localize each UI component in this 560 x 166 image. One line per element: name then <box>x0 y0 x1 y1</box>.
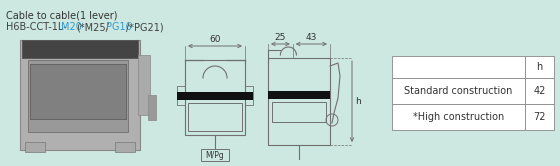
Text: 43: 43 <box>306 33 317 42</box>
Bar <box>201 149 229 161</box>
Text: M20: M20 <box>61 22 82 32</box>
Text: (*M25/: (*M25/ <box>76 22 109 32</box>
Text: PG16: PG16 <box>106 22 132 32</box>
Bar <box>22 40 138 58</box>
Bar <box>25 142 45 152</box>
Bar <box>268 58 330 145</box>
Bar <box>245 86 253 105</box>
Text: Standard construction: Standard construction <box>404 86 512 96</box>
Bar <box>272 102 326 122</box>
Bar <box>525 104 554 130</box>
Bar <box>392 56 525 78</box>
Bar <box>268 91 330 99</box>
Bar <box>28 60 128 132</box>
Bar <box>148 95 156 120</box>
Text: h: h <box>355 97 361 106</box>
Text: 60: 60 <box>209 35 221 44</box>
Text: h: h <box>536 62 543 72</box>
Bar <box>30 64 126 119</box>
Text: 72: 72 <box>533 112 545 122</box>
Bar <box>185 60 245 135</box>
FancyBboxPatch shape <box>20 40 140 150</box>
Text: *High construction: *High construction <box>413 112 504 122</box>
Text: M/Pg: M/Pg <box>206 151 225 160</box>
Bar <box>115 142 135 152</box>
Text: Cable to cable(1 lever): Cable to cable(1 lever) <box>6 10 118 20</box>
Bar <box>525 56 554 78</box>
Text: 42: 42 <box>533 86 545 96</box>
Text: /*PG21): /*PG21) <box>126 22 164 32</box>
Bar <box>525 78 554 104</box>
Bar <box>177 91 253 99</box>
Bar <box>188 102 242 131</box>
Text: H6B-CCT-1L-: H6B-CCT-1L- <box>6 22 67 32</box>
Text: 25: 25 <box>275 33 286 42</box>
Bar <box>392 104 525 130</box>
Bar <box>177 86 185 105</box>
Bar <box>392 78 525 104</box>
Bar <box>138 55 150 115</box>
